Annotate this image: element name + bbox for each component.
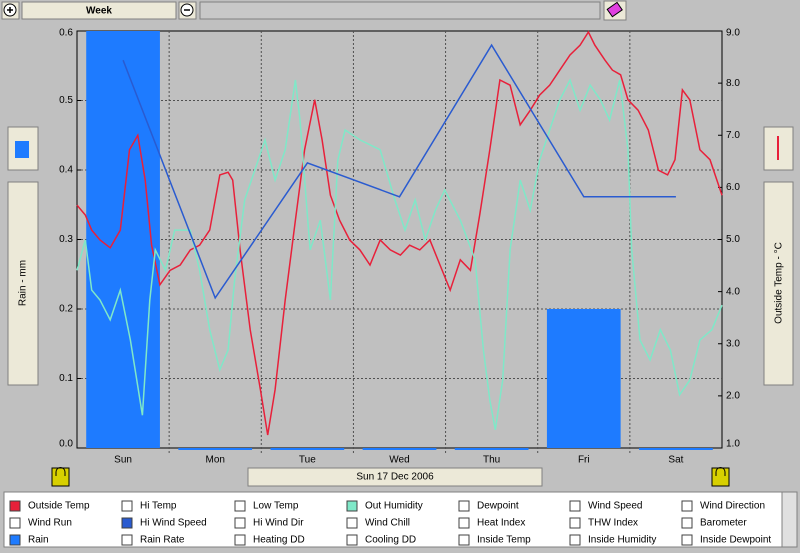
legend-label[interactable]: Inside Temp xyxy=(477,535,531,546)
legend-label[interactable]: Heat Index xyxy=(477,518,525,529)
rain-bar xyxy=(362,448,437,450)
legend-label[interactable]: Hi Wind Dir xyxy=(253,518,304,529)
legend-checkbox[interactable] xyxy=(9,500,21,512)
legend-checkbox[interactable] xyxy=(458,534,470,546)
legend-checkbox[interactable] xyxy=(346,500,358,512)
rain-bar xyxy=(86,31,160,448)
zoom-in[interactable] xyxy=(1,1,20,20)
date-bar xyxy=(247,467,543,487)
eraser-button[interactable] xyxy=(603,0,627,21)
y-axis-label: Rain - mm xyxy=(18,260,29,306)
legend-label[interactable]: Rain xyxy=(28,535,49,546)
rain-bar xyxy=(639,448,713,450)
y-tick-label: 0.4 xyxy=(59,165,73,176)
legend-checkbox[interactable] xyxy=(121,517,133,529)
legend-label[interactable]: Hi Wind Speed xyxy=(140,518,207,529)
y2-tick-label: 2.0 xyxy=(726,391,740,402)
legend-checkbox[interactable] xyxy=(569,534,581,546)
lock-right[interactable] xyxy=(711,467,730,487)
y-tick-label: 0.5 xyxy=(59,95,73,106)
y2-axis-label: Outside Temp - °C xyxy=(774,242,785,324)
legend-checkbox[interactable] xyxy=(121,500,133,512)
zoom-out[interactable] xyxy=(178,1,197,20)
legend-label[interactable]: Rain Rate xyxy=(140,535,185,546)
legend-checkbox[interactable] xyxy=(121,534,133,546)
rain-bar xyxy=(270,448,345,450)
y2-tick-label: 9.0 xyxy=(726,28,740,39)
legend-checkbox[interactable] xyxy=(569,500,581,512)
legend-label[interactable]: Outside Temp xyxy=(28,501,90,512)
legend-checkbox[interactable] xyxy=(681,500,693,512)
legend-checkbox[interactable] xyxy=(681,517,693,529)
legend-label[interactable]: Dewpoint xyxy=(477,501,519,512)
legend-checkbox[interactable] xyxy=(458,500,470,512)
legend-scrollbar[interactable] xyxy=(781,491,798,548)
legend-checkbox[interactable] xyxy=(9,534,21,546)
legend-checkbox[interactable] xyxy=(9,517,21,529)
y2-tick-label: 3.0 xyxy=(726,338,740,349)
series-line xyxy=(76,30,723,436)
plot: 0.0 0.1 0.2 0.3 0.4 0.5 0.6 1.0 2.0 3.0 4.0 5.0 6.0 7… xyxy=(59,28,740,466)
series-line xyxy=(122,43,676,300)
y-tick-label: 0.0 xyxy=(59,439,73,450)
y2-tick-label: 4.0 xyxy=(726,286,740,297)
period-label: Week xyxy=(86,6,112,17)
y2-tick-label: 8.0 xyxy=(726,78,740,89)
x-tick-label: Sat xyxy=(668,455,683,466)
scroll-bar[interactable] xyxy=(199,1,601,20)
legend-label[interactable]: Heating DD xyxy=(253,535,305,546)
legend-label[interactable]: Barometer xyxy=(700,518,747,529)
right-axis-panel xyxy=(763,181,794,386)
left-axis-panel xyxy=(7,181,39,386)
legend: Outside Temp Out Humidity Hi Wind Speed Rai… xyxy=(9,500,771,546)
y-tick-label: 0.2 xyxy=(59,304,73,315)
legend-label[interactable]: Wind Direction xyxy=(700,501,765,512)
legend-checkbox[interactable] xyxy=(569,517,581,529)
y2-tick-label: 7.0 xyxy=(726,130,740,141)
x-tick-label: Tue xyxy=(299,455,316,466)
rain-bar xyxy=(178,448,253,450)
legend-label[interactable]: Low Temp xyxy=(253,501,299,512)
series-line xyxy=(76,78,723,430)
y-tick-label: 0.6 xyxy=(59,28,73,39)
legend-checkbox[interactable] xyxy=(681,534,693,546)
legend-label[interactable]: Inside Humidity xyxy=(588,535,656,546)
y2-tick-label: 6.0 xyxy=(726,182,740,193)
x-tick-label: Wed xyxy=(389,455,409,466)
legend-checkbox[interactable] xyxy=(346,534,358,546)
period-button[interactable] xyxy=(21,1,177,20)
legend-label[interactable]: Wind Speed xyxy=(588,501,642,512)
rain-bar xyxy=(454,448,529,450)
x-tick-label: Mon xyxy=(205,455,224,466)
legend-label[interactable]: Wind Chill xyxy=(365,518,410,529)
legend-label[interactable]: Wind Run xyxy=(28,518,72,529)
legend-label[interactable]: THW Index xyxy=(588,518,638,529)
legend-checkbox[interactable] xyxy=(234,517,246,529)
legend-checkbox[interactable] xyxy=(234,500,246,512)
lock-left[interactable] xyxy=(51,467,70,487)
legend-checkbox[interactable] xyxy=(346,517,358,529)
rain-bar xyxy=(546,309,621,448)
legend-label[interactable]: Inside Dewpoint xyxy=(700,535,771,546)
x-tick-label: Sun xyxy=(114,455,132,466)
x-tick-label: Fri xyxy=(578,455,590,466)
legend-label[interactable]: Cooling DD xyxy=(365,535,416,546)
legend-checkbox[interactable] xyxy=(234,534,246,546)
legend-label[interactable]: Hi Temp xyxy=(140,501,177,512)
y2-tick-label: 1.0 xyxy=(726,439,740,450)
rain-swatch xyxy=(15,141,29,158)
legend-checkbox[interactable] xyxy=(458,517,470,529)
y2-tick-label: 5.0 xyxy=(726,234,740,245)
y-tick-label: 0.1 xyxy=(59,373,73,384)
legend-label[interactable]: Out Humidity xyxy=(365,501,423,512)
y-tick-label: 0.3 xyxy=(59,234,73,245)
legend-box xyxy=(3,491,783,548)
x-tick-label: Thu xyxy=(483,455,500,466)
date-label: Sun 17 Dec 2006 xyxy=(356,472,434,483)
